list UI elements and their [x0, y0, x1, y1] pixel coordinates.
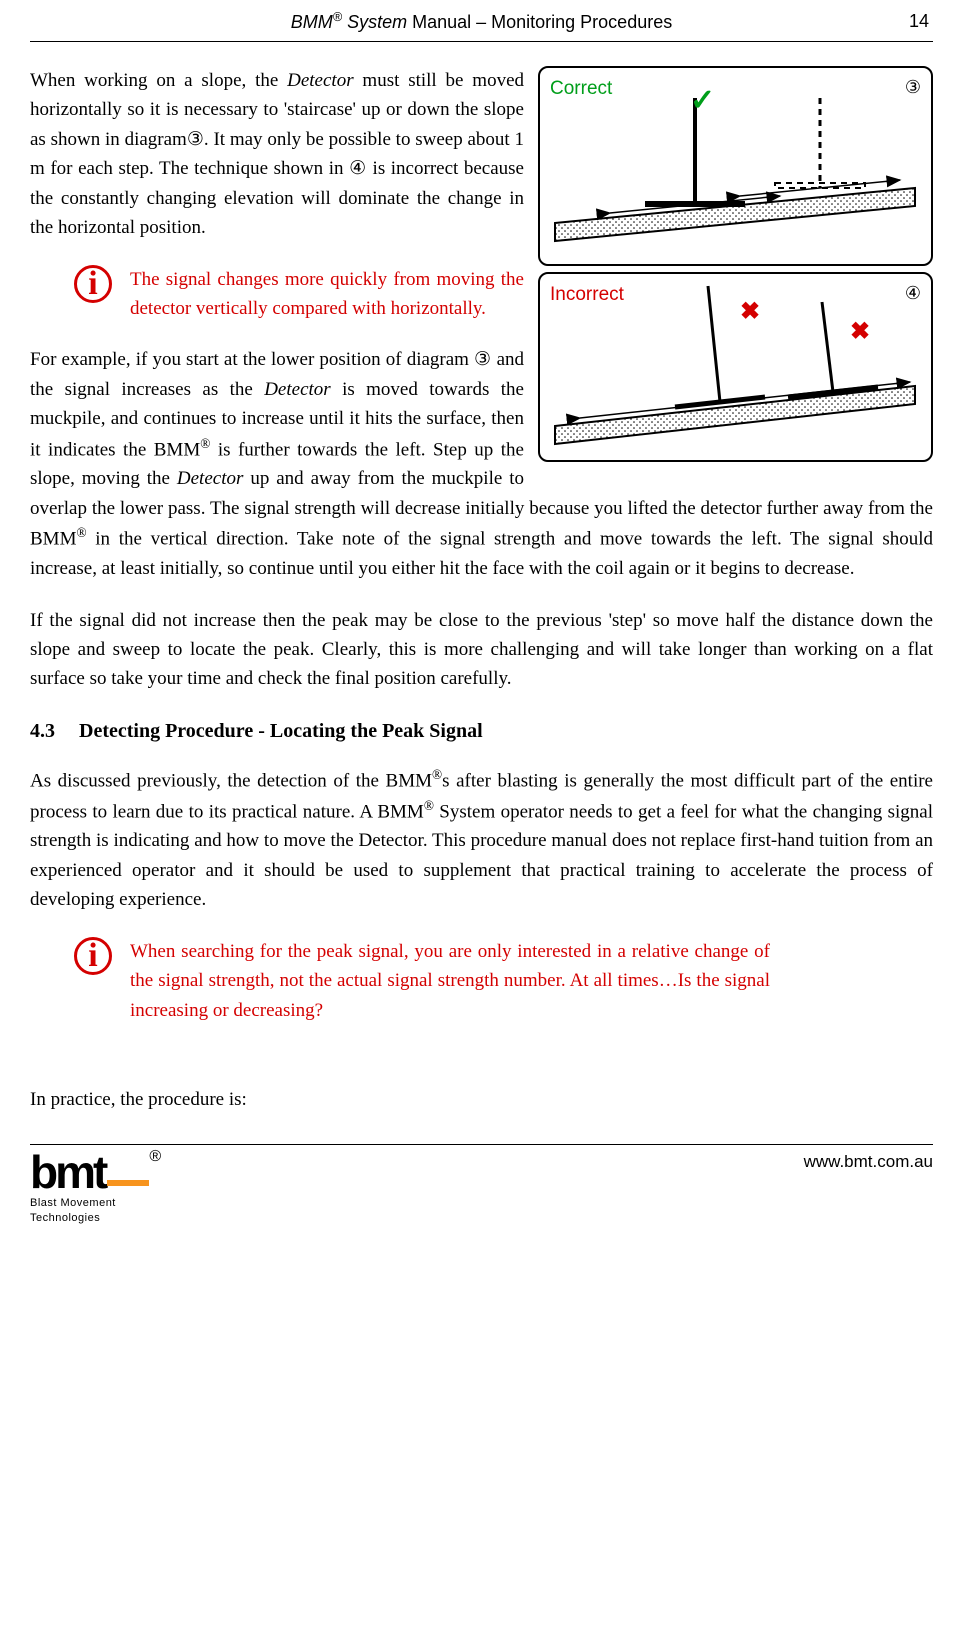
cross-icon-1: ✖ — [740, 294, 760, 331]
page-header: BMM® System Manual – Monitoring Procedur… — [30, 0, 933, 42]
detector-term-3: Detector — [177, 468, 243, 489]
check-icon: ✓ — [690, 78, 715, 125]
diagram-incorrect-label: Incorrect — [550, 280, 624, 309]
header-reg: ® — [333, 10, 342, 24]
header-title: BMM® System Manual – Monitoring Procedur… — [291, 8, 672, 37]
header-bmm: BMM — [291, 12, 333, 32]
para-4: As discussed previously, the detection o… — [30, 765, 933, 915]
header-system: System — [347, 12, 407, 32]
detector-term-2: Detector — [264, 379, 330, 400]
diagram-correct-label: Correct — [550, 74, 612, 103]
para-5: In practice, the procedure is: — [30, 1085, 933, 1114]
diagram-incorrect-num: ④ — [905, 280, 921, 308]
diagram-stack: Correct ✓ ③ — [538, 66, 933, 468]
diagram-correct: Correct ✓ ③ — [538, 66, 933, 266]
page-number: 14 — [909, 8, 929, 36]
detector-term-1: Detector — [287, 70, 353, 91]
section-number: 4.3 — [30, 720, 55, 742]
info-text-2: When searching for the peak signal, you … — [130, 937, 770, 1025]
page-footer: bmt ® Blast Movement Technologies www.bmt… — [30, 1145, 933, 1223]
info-text-1: The signal changes more quickly from mov… — [130, 265, 524, 324]
section-title: Detecting Procedure - Locating the Peak … — [79, 720, 483, 742]
info-callout-1: i The signal changes more quickly from m… — [74, 265, 524, 324]
diagram-correct-num: ③ — [905, 74, 921, 102]
logo-subtitle-1: Blast Movement — [30, 1197, 161, 1209]
diagram-incorrect: Incorrect ④ ✖ ✖ — [538, 272, 933, 462]
para-3: If the signal did not increase then the … — [30, 606, 933, 694]
logo-orange-bar — [107, 1180, 149, 1186]
logo: bmt ® Blast Movement Technologies — [30, 1149, 161, 1223]
cross-icon-2: ✖ — [850, 314, 870, 351]
logo-text: bmt — [30, 1149, 105, 1195]
info-icon: i — [74, 265, 112, 303]
info-icon: i — [74, 937, 112, 975]
logo-reg: ® — [149, 1148, 161, 1165]
info-callout-2: i When searching for the peak signal, yo… — [74, 937, 933, 1025]
logo-subtitle-2: Technologies — [30, 1212, 161, 1224]
footer-url: www.bmt.com.au — [804, 1149, 933, 1175]
header-rest: Manual – Monitoring Procedures — [407, 12, 672, 32]
section-heading: 4.3 Detecting Procedure - Locating the Pe… — [30, 716, 933, 747]
